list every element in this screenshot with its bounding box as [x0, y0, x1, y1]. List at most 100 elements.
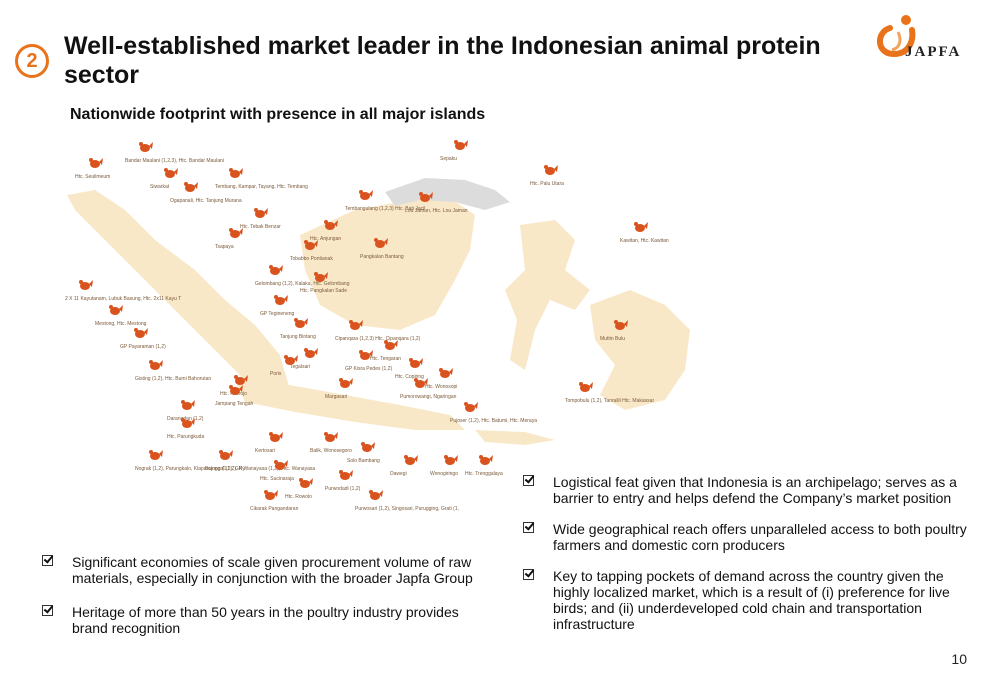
section-number: 2 [26, 49, 38, 72]
map-location-label: Margasari [325, 394, 347, 400]
chicken-icon [464, 402, 478, 412]
chicken-icon [89, 158, 103, 168]
chicken-icon [414, 378, 428, 388]
map-location-label: Gelombang (1,2), Kalaka, Htc. Gelombang [255, 281, 350, 287]
chicken-icon [614, 320, 628, 330]
map-location-label: Htc. Tengaran [370, 356, 401, 362]
map-location-label: Htc. Anjungan [310, 236, 341, 242]
chicken-icon [134, 328, 148, 338]
map-location-label: Balik, Wonosegoro [310, 448, 352, 454]
map-location-label: Kawitan, Htc. Kawitan [620, 238, 669, 244]
map-location-label: Tembangulang (1,2,3) Htc. Bati Jacil [345, 206, 425, 212]
map-location-label: Bojong (1,2), GP Wanayasa (1,2), Htc. Wa… [205, 466, 315, 472]
map-labels: Bandar Maulani (1,2,3), Htc. Bandar Maul… [65, 156, 669, 512]
chicken-icon [349, 320, 363, 330]
map-location-label: GP Kisra Pedes (1,2) [345, 366, 392, 372]
chicken-icon [229, 168, 243, 178]
map-location-label: Poris [270, 371, 282, 377]
map-location-label: Tembang, Kampar, Tayang, Htc. Tembang [215, 184, 308, 190]
chicken-icon [149, 360, 163, 370]
japfa-logo-icon [877, 15, 916, 58]
chicken-icon [181, 418, 195, 428]
bullet-item: Wide geographical reach offers unparalle… [523, 521, 973, 553]
map-location-label: Ogapanali, Htc. Tanjung Murana [170, 198, 242, 204]
map-location-label: Tompobulu (1,2), Tanralili Htc. Makassar [565, 398, 654, 404]
chicken-icon [479, 455, 493, 465]
chicken-icon [149, 450, 163, 460]
chicken-icon [264, 490, 278, 500]
map-location-label: Pangkalan Bantang [360, 254, 404, 260]
right-bullet-list: Logistical feat given that Indonesia is … [523, 474, 973, 647]
map-location-label: Muttin Bulu [600, 336, 625, 342]
page-number: 10 [951, 651, 967, 667]
chicken-markers [79, 140, 648, 500]
map-location-label: Gisting (1,2), Htc. Bumi Bahorutan [135, 376, 211, 382]
checkbox-checked-icon [42, 555, 53, 566]
chicken-icon [454, 140, 468, 150]
bullet-item: Significant economies of scale given pro… [42, 554, 492, 586]
map-location-label: Htc. Rowolo [285, 494, 312, 500]
map-location-label: Cipanqara (1,2,3) Htc. Cipanqara (1,2) [335, 336, 421, 342]
map-location-label: Kertosari [255, 448, 275, 454]
map-location-label: Tanjung Bintang [280, 334, 316, 340]
chicken-icon [184, 182, 198, 192]
chicken-icon [294, 318, 308, 328]
chicken-icon [361, 442, 375, 452]
chicken-icon [634, 222, 648, 232]
map-location-label: Tegalsari [290, 364, 310, 370]
map-location-label: Purwodadi (1,2) [325, 486, 361, 492]
chicken-icon [79, 280, 93, 290]
map-location-label: Siwarkat [150, 184, 170, 190]
map-location-label: Mestong, Htc. Mestong [95, 321, 147, 327]
map-location-label: GP Tegineneng [260, 311, 295, 317]
chicken-icon [419, 192, 433, 202]
chicken-icon [229, 228, 243, 238]
chicken-icon [369, 490, 383, 500]
map-location-label: Purwosari (1,2), Singosari, Purugging, G… [355, 506, 459, 512]
map-location-label: Cikarak Pangandaran [250, 506, 299, 512]
chicken-icon [439, 368, 453, 378]
chicken-icon [164, 168, 178, 178]
map-location-label: Wonogiringo [430, 471, 458, 477]
map-location-label: Tsapaya [215, 244, 234, 250]
map-location-label: Jampang Tengah [215, 401, 253, 407]
chicken-icon [219, 450, 233, 460]
map-location-label: Pujoser (1,2), Htc. Batumi, Htc. Meraya [450, 418, 537, 424]
checkbox-checked-icon [42, 605, 53, 616]
map-location-label: Dawegi [390, 471, 407, 477]
map-location-label: Tobabbo Pontianak [290, 256, 333, 262]
chicken-icon [304, 348, 318, 358]
map-location-label: Htc. Palu Utara [530, 181, 564, 187]
chicken-icon [384, 340, 398, 350]
map-location-label: Htc. Tebak Benzar [240, 224, 281, 230]
map-location-label: Htc. Parungkuda [167, 434, 204, 440]
checkbox-checked-icon [523, 475, 534, 486]
map-location-label: Lou Jaman, Htc. Lou Jaman [405, 208, 468, 214]
map-location-label: GP Payaraman (1,2) [120, 344, 166, 350]
chicken-icon [324, 220, 338, 230]
chicken-icon [339, 470, 353, 480]
chicken-icon [284, 355, 298, 365]
chicken-icon [234, 375, 248, 385]
chicken-icon [109, 305, 123, 315]
map-location-label: Nograk (1,2), Parungkalo, Klapanunggal (… [135, 466, 245, 472]
chicken-icon [324, 432, 338, 442]
map-location-label: Htc. Trenggalaya [465, 471, 503, 477]
map-location-label: Darangdan (1,2) [167, 416, 204, 422]
left-bullet-list: Significant economies of scale given pro… [42, 554, 492, 654]
chicken-icon [304, 240, 318, 250]
map-location-label: Htc. Wonosopi [425, 384, 457, 390]
bullet-text: Heritage of more than 50 years in the po… [72, 604, 459, 636]
chicken-icon [374, 238, 388, 248]
slide-title: Well-established market leader in the In… [64, 32, 821, 89]
chicken-icon [269, 265, 283, 275]
bullet-item: Heritage of more than 50 years in the po… [42, 604, 492, 636]
chicken-icon [339, 378, 353, 388]
landmass [67, 178, 690, 445]
indonesia-footprint-map: Bandar Maulani (1,2,3), Htc. Bandar Maul… [65, 140, 690, 512]
map-location-label: Solo Bambang [347, 458, 380, 464]
chicken-icon [444, 455, 458, 465]
chicken-icon [544, 165, 558, 175]
chicken-icon [299, 478, 313, 488]
map-location-label: Pumorowangi, Ngaringan [400, 394, 457, 400]
